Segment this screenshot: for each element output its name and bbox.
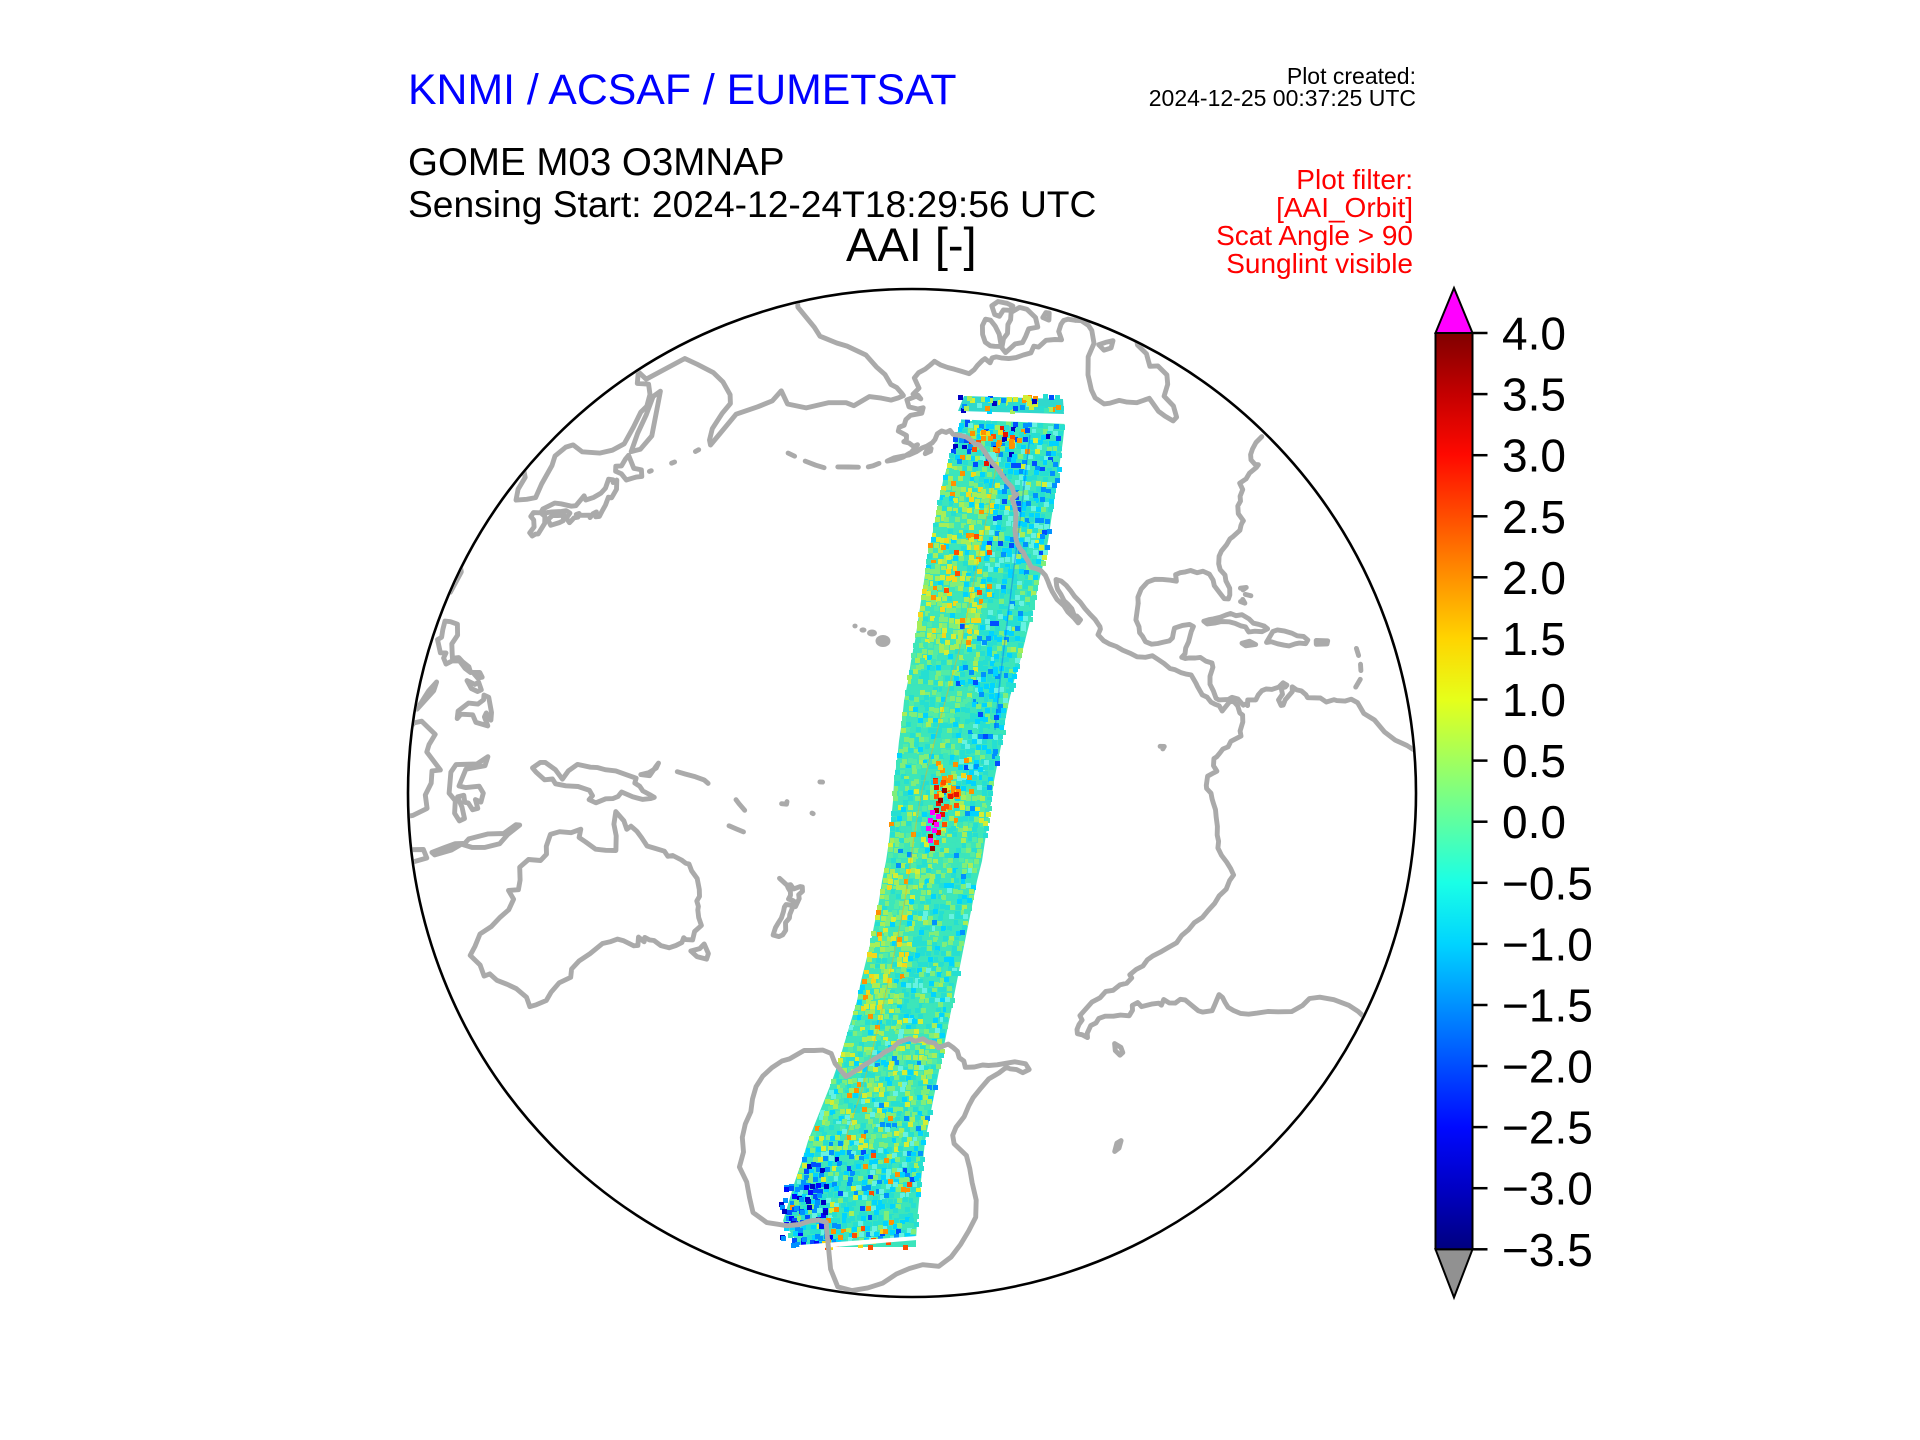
svg-text:2.0: 2.0 <box>1502 552 1566 604</box>
svg-text:0.5: 0.5 <box>1502 735 1566 787</box>
svg-text:1.5: 1.5 <box>1502 613 1566 665</box>
svg-text:2.5: 2.5 <box>1502 491 1566 543</box>
svg-text:−1.5: −1.5 <box>1502 980 1593 1032</box>
svg-text:1.0: 1.0 <box>1502 674 1566 726</box>
svg-text:−0.5: −0.5 <box>1502 857 1593 909</box>
svg-text:0.0: 0.0 <box>1502 796 1566 848</box>
svg-text:−3.0: −3.0 <box>1502 1163 1593 1215</box>
svg-text:−2.5: −2.5 <box>1502 1102 1593 1154</box>
svg-text:−1.0: −1.0 <box>1502 918 1593 970</box>
svg-text:−3.5: −3.5 <box>1502 1224 1593 1276</box>
svg-text:3.5: 3.5 <box>1502 369 1566 421</box>
svg-text:4.0: 4.0 <box>1502 308 1566 360</box>
svg-text:−2.0: −2.0 <box>1502 1041 1593 1093</box>
svg-text:3.0: 3.0 <box>1502 430 1566 482</box>
